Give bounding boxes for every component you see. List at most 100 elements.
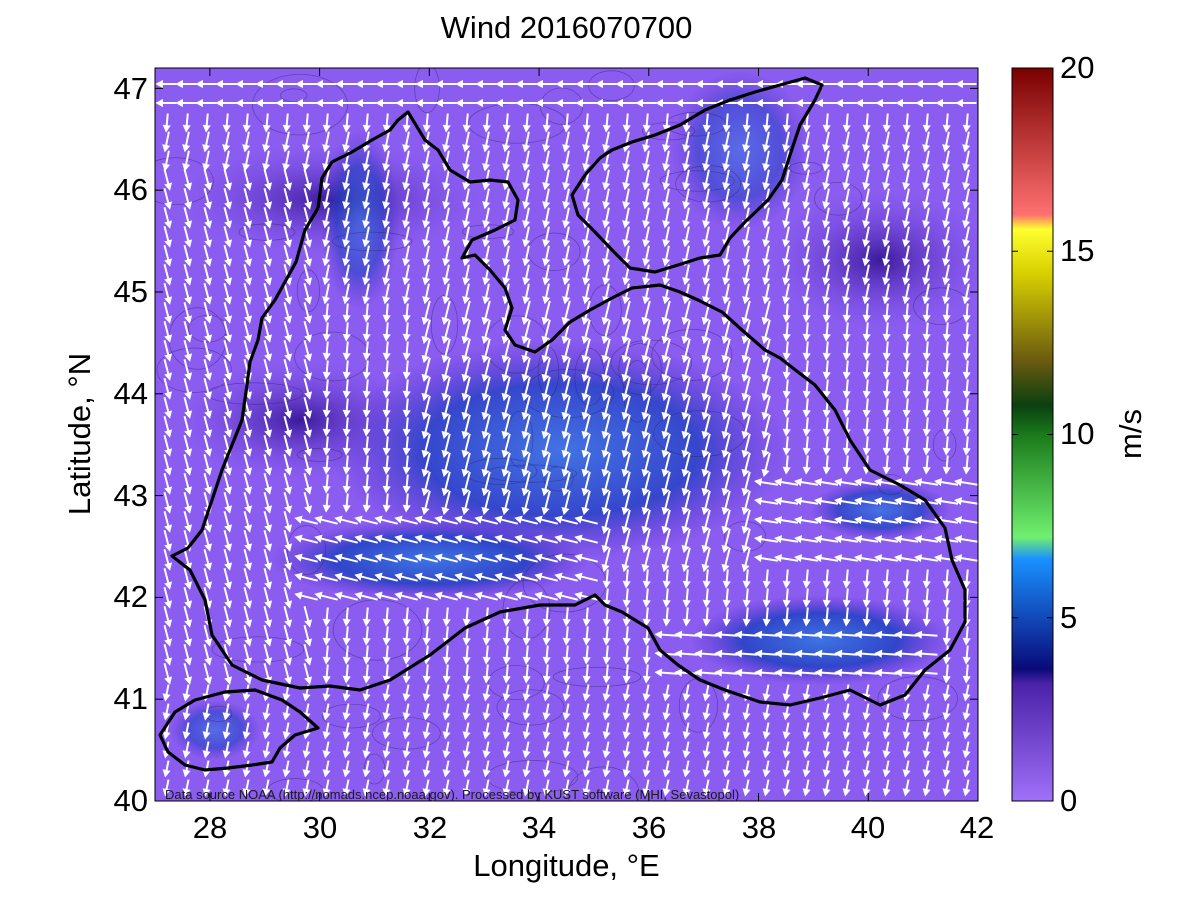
wind-arrow-head	[681, 506, 690, 516]
wind-arrow-head	[682, 277, 691, 286]
wind-arrow-head	[842, 618, 851, 627]
wind-arrow-head	[501, 411, 510, 421]
wind-arrow-head	[482, 693, 491, 702]
wind-arrow-head	[304, 486, 313, 495]
wind-arrow-head	[794, 554, 803, 563]
wind-arrow-head	[762, 220, 771, 229]
wind-arrow-head	[682, 750, 691, 759]
wind-arrow-head	[521, 449, 530, 459]
wind-arrow-head	[802, 296, 811, 305]
wind-arrow-head	[224, 524, 233, 533]
wind-arrow-head	[382, 201, 391, 210]
wind-arrow-head	[244, 619, 253, 628]
wind-arrow-head	[382, 656, 391, 665]
wind-arrow-head	[814, 478, 823, 487]
wind-arrow-head	[322, 675, 331, 684]
wind-arrow-head	[922, 314, 931, 323]
wind-arrow-head	[224, 581, 233, 590]
wind-arrow-head	[894, 649, 903, 658]
wind-arrow-head	[162, 712, 171, 721]
wind-arrow-head	[602, 201, 611, 210]
wind-arrow-head	[814, 497, 823, 506]
wind-arrow-head	[581, 354, 590, 364]
wind-arrow-head	[922, 750, 931, 759]
wind-arrow-head	[441, 506, 450, 516]
wind-arrow-head	[354, 591, 363, 600]
wind-arrow-head	[882, 390, 891, 399]
wind-arrow-head	[822, 163, 831, 172]
wind-arrow-head	[442, 769, 451, 778]
wind-arrow-head	[244, 581, 253, 590]
wind-arrow-head	[382, 390, 391, 399]
colorbar	[1011, 67, 1054, 802]
azov-sea-coastline	[570, 76, 824, 274]
wind-arrow-head	[902, 296, 911, 305]
wind-arrow-head	[742, 296, 751, 305]
wind-arrow-head	[702, 712, 711, 721]
wind-arrow-head	[802, 201, 811, 210]
wind-arrow-head	[275, 98, 283, 108]
wind-arrow-head	[242, 769, 251, 778]
wind-arrow-head	[521, 316, 530, 326]
black-sea-coastline	[170, 110, 967, 707]
wind-arrow-head	[962, 656, 971, 665]
wind-arrow-head	[462, 239, 471, 248]
wind-arrow-head	[335, 98, 343, 108]
wind-arrow-head	[794, 630, 803, 639]
wind-arrow-head	[761, 392, 770, 402]
wind-arrow-head	[621, 563, 630, 573]
wind-arrow-head	[622, 296, 631, 305]
isotach-line	[506, 410, 534, 468]
wind-arrow-head	[454, 534, 463, 543]
wind-arrow-head	[304, 296, 313, 305]
wind-arrow-head	[862, 333, 871, 342]
wind-arrow-head	[942, 637, 951, 646]
wind-arrow-head	[282, 769, 291, 778]
wind-arrow-head	[522, 239, 531, 248]
wind-arrow-head	[922, 333, 931, 342]
wind-arrow-head	[922, 599, 931, 608]
wind-arrow-head	[182, 750, 191, 759]
wind-arrow-head	[514, 553, 523, 562]
isotach-line	[156, 347, 232, 393]
wind-arrow-head	[914, 516, 923, 525]
wind-arrow-head	[702, 693, 711, 702]
wind-arrow-head	[282, 163, 291, 172]
wind-arrow-head	[662, 258, 671, 267]
wind-arrow-head	[422, 144, 431, 153]
wind-arrow-head	[701, 430, 710, 440]
wind-arrow-head	[721, 487, 730, 497]
wind-arrow-head	[802, 693, 811, 702]
wind-arrow-head	[954, 497, 963, 506]
wind-arrow-head	[354, 572, 363, 581]
wind-arrow-head	[482, 675, 491, 684]
wind-arrow-head	[802, 769, 811, 778]
wind-arrow-head	[204, 448, 213, 457]
wind-arrow-head	[862, 712, 871, 721]
wind-arrow-head	[501, 335, 510, 345]
wind-arrow-head	[922, 182, 931, 191]
wind-arrow-head	[414, 534, 423, 543]
wind-arrow-head	[602, 618, 611, 627]
wind-arrow-head	[802, 163, 811, 172]
wind-arrow-head	[184, 334, 193, 343]
wind-arrow-head	[561, 430, 570, 440]
wind-arrow-head	[442, 220, 451, 229]
wind-arrow-head	[754, 535, 763, 544]
wind-arrow-head	[862, 750, 871, 759]
wind-arrow-head	[662, 769, 671, 778]
wind-arrow-head	[481, 316, 490, 326]
wind-arrow-head	[922, 618, 931, 627]
wind-arrow-head	[822, 182, 831, 191]
wind-arrow-head	[402, 277, 411, 286]
wind-arrow-head	[184, 239, 193, 248]
wind-arrow-head	[362, 296, 371, 305]
wind-arrow-head	[682, 731, 691, 740]
wind-arrow-head	[435, 98, 443, 108]
wind-arrow-head	[862, 201, 871, 210]
wind-arrow-head	[501, 449, 510, 459]
wind-arrow-head	[822, 428, 831, 437]
wind-arrow-head	[755, 79, 763, 89]
wind-arrow-head	[822, 296, 831, 305]
